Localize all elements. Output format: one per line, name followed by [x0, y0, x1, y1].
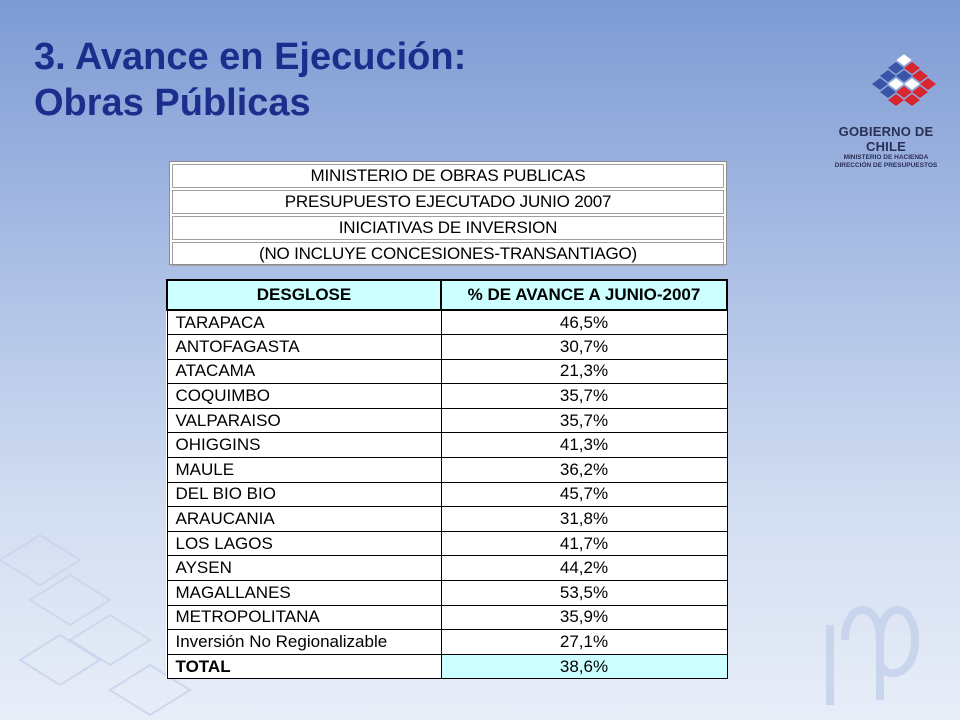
- table-row-total: TOTAL 38,6%: [166, 653, 728, 680]
- table-body: TARAPACA 46,5% ANTOFAGASTA 30,7% ATACAMA 21,3…: [166, 309, 728, 680]
- table-row: ATACAMA 21,3%: [166, 358, 728, 385]
- slide-title-line1: 3. Avance en Ejecución:: [34, 36, 467, 78]
- total-label: TOTAL: [166, 653, 442, 680]
- header-line-ministry: MINISTERIO DE OBRAS PUBLICAS: [172, 164, 724, 188]
- progress-value-cell: 41,3%: [440, 432, 728, 459]
- table-row: MAULE 36,2%: [166, 457, 728, 483]
- region-cell: MAULE: [166, 457, 442, 483]
- table-row: OHIGGINS 41,3%: [166, 432, 728, 459]
- region-cell: ATACAMA: [166, 358, 442, 385]
- table-row: METROPOLITANA 35,9%: [166, 604, 728, 631]
- region-cell: METROPOLITANA: [166, 604, 442, 631]
- region-cell: TARAPACA: [166, 309, 442, 336]
- progress-table: DESGLOSE % DE AVANCE A JUNIO-2007 TARAPA…: [166, 279, 728, 680]
- gobierno-de-chile-logo-icon: [872, 53, 936, 106]
- slide-title-line2: Obras Públicas: [34, 82, 311, 124]
- table-row: DEL BIO BIO 45,7%: [166, 481, 728, 508]
- progress-value-cell: 35,7%: [440, 383, 728, 409]
- progress-value-cell: 41,7%: [440, 530, 728, 557]
- table-header-block: MINISTERIO DE OBRAS PUBLICAS PRESUPUESTO…: [169, 161, 727, 266]
- region-cell: DEL BIO BIO: [166, 481, 442, 508]
- region-cell: AYSEN: [166, 555, 442, 582]
- logo-main-text: GOBIERNO DE CHILE: [838, 124, 934, 154]
- region-cell: COQUIMBO: [166, 383, 442, 409]
- table-row: Inversión No Regionalizable 27,1%: [166, 629, 728, 655]
- table-row: VALPARAISO 35,7%: [166, 407, 728, 434]
- table-row: TARAPACA 46,5%: [166, 309, 728, 336]
- table-row: MAGALLANES 53,5%: [166, 580, 728, 606]
- header-line-note: (NO INCLUYE CONCESIONES-TRANSANTIAGO): [172, 242, 724, 266]
- table-row: AYSEN 44,2%: [166, 555, 728, 582]
- region-cell: VALPARAISO: [166, 407, 442, 434]
- region-cell: Inversión No Regionalizable: [166, 629, 442, 655]
- progress-value-cell: 35,9%: [440, 604, 728, 631]
- region-cell: OHIGGINS: [166, 432, 442, 459]
- region-cell: MAGALLANES: [166, 580, 442, 606]
- table-row: ANTOFAGASTA 30,7%: [166, 334, 728, 360]
- progress-value-cell: 31,8%: [440, 506, 728, 532]
- progress-value-cell: 27,1%: [440, 629, 728, 655]
- column-header-desglose: DESGLOSE: [166, 279, 442, 311]
- header-line-budget: PRESUPUESTO EJECUTADO JUNIO 2007: [172, 190, 724, 214]
- progress-value-cell: 45,7%: [440, 481, 728, 508]
- progress-value-cell: 21,3%: [440, 358, 728, 385]
- table-row: COQUIMBO 35,7%: [166, 383, 728, 409]
- total-value: 38,6%: [440, 653, 728, 680]
- header-line-initiatives: INICIATIVAS DE INVERSION: [172, 216, 724, 240]
- table-row: ARAUCANIA 31,8%: [166, 506, 728, 532]
- progress-value-cell: 53,5%: [440, 580, 728, 606]
- progress-value-cell: 46,5%: [440, 309, 728, 336]
- column-header-avance: % DE AVANCE A JUNIO-2007: [440, 279, 728, 311]
- region-cell: ARAUCANIA: [166, 506, 442, 532]
- table-header-row: DESGLOSE % DE AVANCE A JUNIO-2007: [166, 279, 728, 311]
- progress-value-cell: 30,7%: [440, 334, 728, 360]
- progress-value-cell: 44,2%: [440, 555, 728, 582]
- region-cell: LOS LAGOS: [166, 530, 442, 557]
- logo-sub-text-2: DIRECCIÓN DE PRESUPUESTOS: [834, 162, 938, 169]
- logo-sub-text-1: MINISTERIO DE HACIENDA: [843, 154, 929, 161]
- progress-value-cell: 36,2%: [440, 457, 728, 483]
- slide-title: 3. Avance en Ejecución: Obras Públicas: [34, 34, 466, 126]
- logo-text: GOBIERNO DE CHILE MINISTERIO DE HACIENDA…: [830, 124, 942, 170]
- table-row: LOS LAGOS 41,7%: [166, 530, 728, 557]
- region-cell: ANTOFAGASTA: [166, 334, 442, 360]
- progress-value-cell: 35,7%: [440, 407, 728, 434]
